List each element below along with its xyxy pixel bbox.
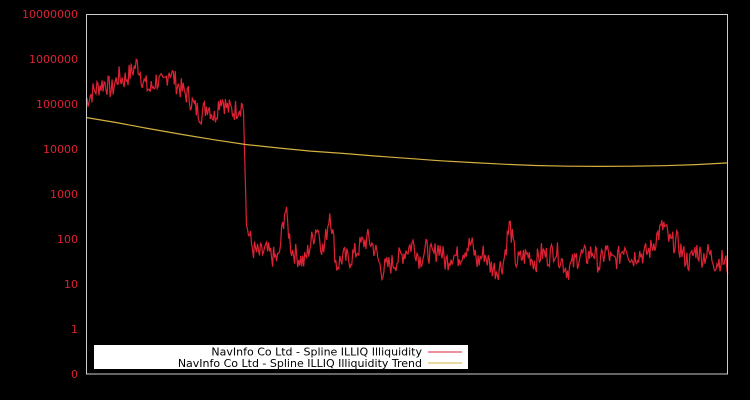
series-illiquidity-trend — [85, 116, 729, 168]
y-tick-label: 0 — [71, 368, 78, 381]
legend-label-trend: NavInfo Co Ltd - Spline ILLIQ Illiquidit… — [178, 357, 422, 370]
illiquidity-line — [85, 58, 729, 282]
y-tick-label: 10 — [64, 278, 78, 291]
y-tick-label: 10000000 — [22, 8, 78, 21]
legend-label-illiquidity: NavInfo Co Ltd - Spline ILLIQ Illiquidit… — [211, 346, 422, 359]
series-illiquidity — [85, 58, 729, 282]
y-tick-label: 1000 — [50, 188, 78, 201]
legend-box — [94, 345, 468, 369]
plot-frame — [86, 14, 728, 375]
legend: NavInfo Co Ltd - Spline ILLIQ Illiquidit… — [94, 345, 468, 370]
y-tick-label: 1000000 — [29, 53, 78, 66]
y-tick-label: 1 — [71, 323, 78, 336]
trend-line — [85, 116, 729, 168]
y-tick-label: 100 — [57, 233, 78, 246]
y-tick-label: 10000 — [43, 143, 78, 156]
y-tick-label: 100000 — [36, 98, 78, 111]
